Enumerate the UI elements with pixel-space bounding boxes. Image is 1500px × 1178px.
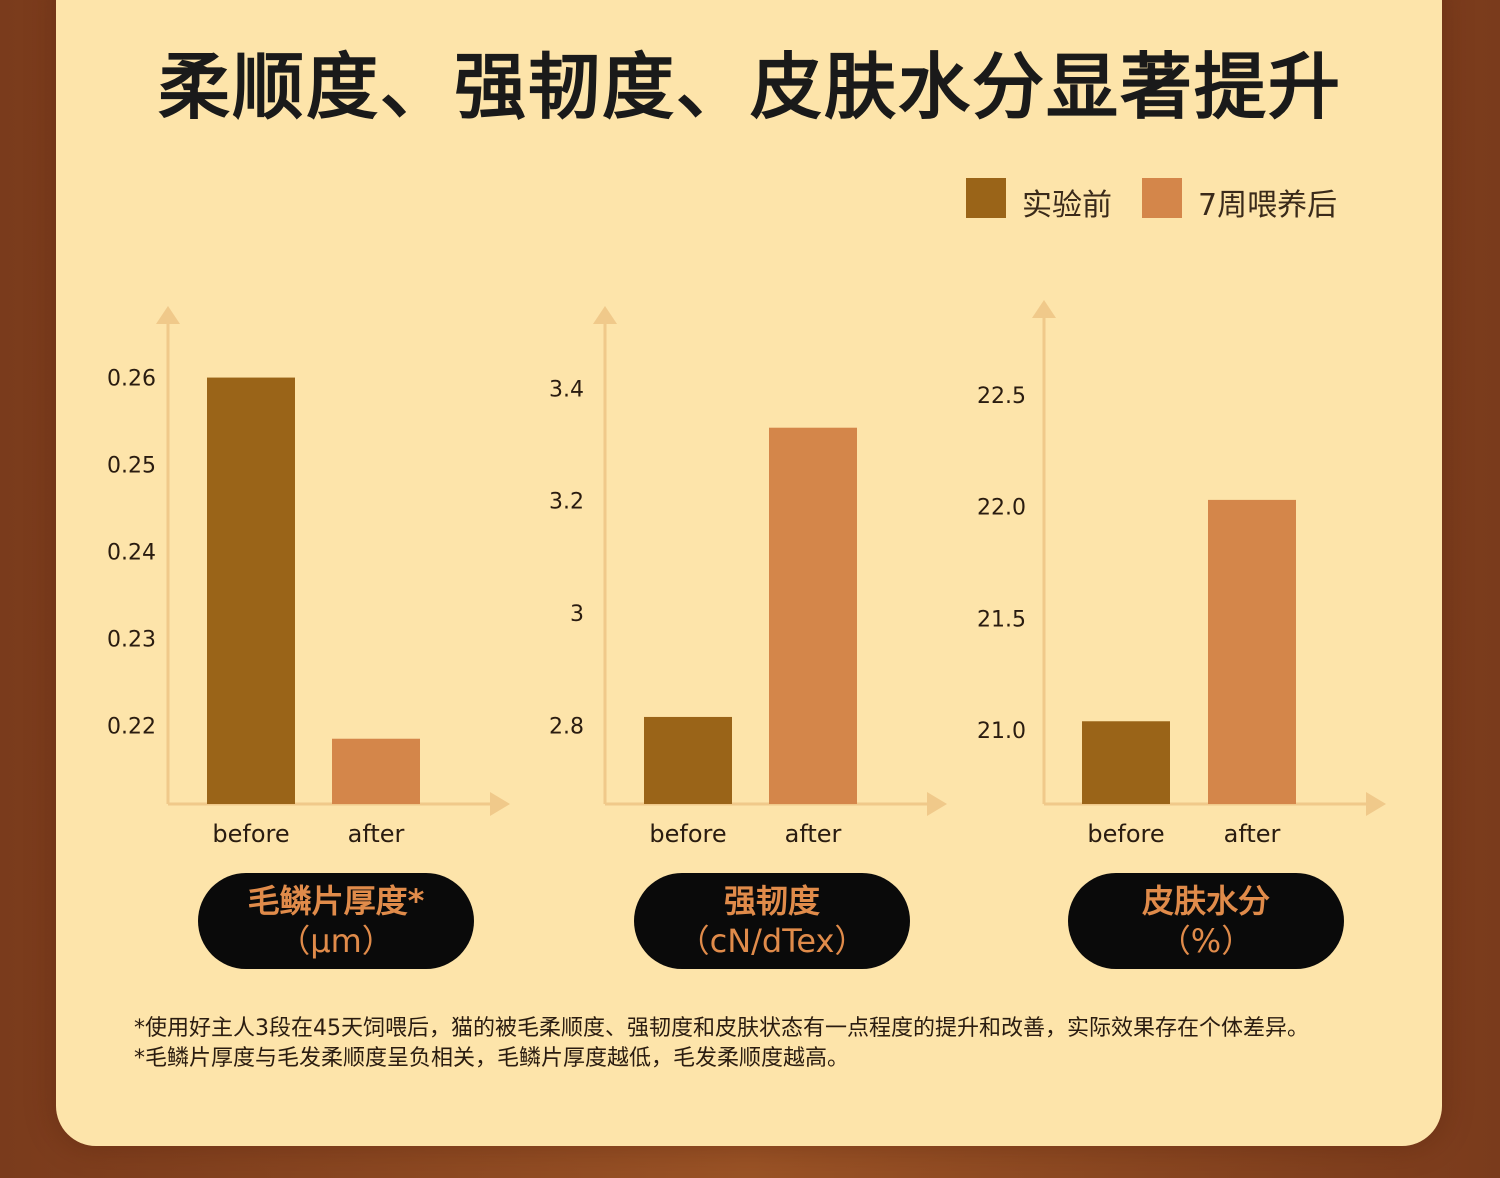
metric-badge-toughness: 强韧度 （cN/dTex） (634, 873, 910, 969)
x-axis-arrow (927, 792, 947, 816)
metric-name: 皮肤水分 (1141, 882, 1270, 920)
metric-unit: （cN/dTex） (677, 922, 867, 960)
metric-unit: （%） (1158, 922, 1254, 960)
metric-name: 强韧度 (723, 882, 820, 920)
footnote-2: *毛鳞片厚度与毛发柔顺度呈负相关，毛鳞片厚度越低，毛发柔顺度越高。 (134, 1046, 850, 1071)
legend-label-after: 7周喂养后 (1198, 188, 1338, 223)
legend-label-before: 实验前 (1022, 188, 1112, 223)
x-axis-arrow (1366, 792, 1386, 816)
metric-badge-scale-thickness: 毛鳞片厚度* （μm） (198, 873, 474, 969)
footnotes: *使用好主人3段在45天饲喂后，猫的被毛柔顺度、强韧度和皮肤状态有一点程度的提升… (134, 1014, 1374, 1074)
x-tick-label: before (212, 820, 289, 848)
bar-after (1208, 499, 1296, 804)
y-tick-label: 21.0 (977, 719, 1026, 744)
y-axis-arrow (156, 306, 180, 324)
x-tick-label: after (1224, 820, 1281, 848)
bar-before (207, 377, 295, 804)
y-axis-arrow (593, 306, 617, 324)
bar-before (644, 716, 732, 804)
bar-after (769, 427, 857, 804)
y-tick-label: 3.4 (549, 377, 584, 402)
y-axis-arrow (1032, 300, 1056, 318)
x-tick-label: after (348, 820, 405, 848)
y-tick-label: 0.22 (107, 715, 156, 740)
x-tick-label: before (1087, 820, 1164, 848)
legend-swatch-after (1142, 178, 1182, 218)
bar-before (1082, 721, 1170, 804)
bar-after (332, 738, 420, 804)
y-tick-label: 3.2 (549, 490, 584, 515)
y-tick-label: 2.8 (549, 714, 584, 739)
x-axis-arrow (490, 792, 510, 816)
y-tick-label: 0.26 (107, 367, 156, 392)
y-tick-label: 22.0 (977, 496, 1026, 521)
y-tick-label: 0.25 (107, 454, 156, 479)
page-title: 柔顺度、强韧度、皮肤水分显著提升 (157, 45, 1342, 129)
y-tick-label: 0.23 (107, 628, 156, 653)
legend-swatch-before (966, 178, 1006, 218)
y-tick-label: 0.24 (107, 541, 156, 566)
x-tick-label: before (649, 820, 726, 848)
y-tick-label: 3 (570, 602, 584, 627)
metric-name: 毛鳞片厚度* (247, 882, 425, 920)
metric-unit: （μm） (278, 922, 394, 960)
metric-badge-skin-moisture: 皮肤水分 （%） (1068, 873, 1344, 969)
y-tick-label: 21.5 (977, 607, 1026, 632)
y-tick-label: 22.5 (977, 384, 1026, 409)
x-tick-label: after (785, 820, 842, 848)
footnote-1: *使用好主人3段在45天饲喂后，猫的被毛柔顺度、强韧度和皮肤状态有一点程度的提升… (134, 1016, 1309, 1041)
